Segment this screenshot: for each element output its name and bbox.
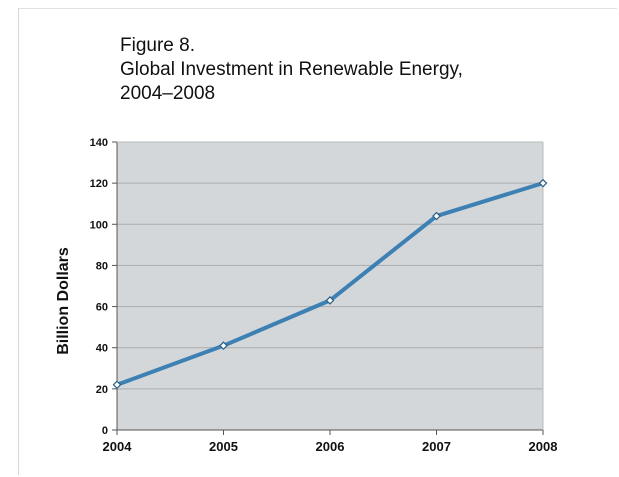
y-axis-ticks: 0 20 40 60 80 100 120 140: [90, 137, 117, 437]
chart-title: Figure 8. Global Investment in Renewable…: [120, 34, 463, 106]
x-tick-label: 2004: [103, 439, 133, 454]
y-tick-label: 140: [90, 137, 108, 149]
x-tick-label: 2006: [316, 439, 345, 454]
y-tick-label: 120: [90, 178, 108, 190]
y-tick-label: 100: [90, 219, 108, 231]
y-tick-label: 80: [96, 260, 108, 272]
figure-frame: [18, 8, 617, 475]
plot-area: [117, 142, 543, 430]
data-point: [112, 380, 122, 390]
data-point: [432, 211, 441, 221]
y-tick-label: 20: [96, 384, 108, 396]
x-axis-ticks: 2004 2005 2006 2007 2008: [103, 430, 558, 454]
y-tick-label: 40: [96, 343, 108, 355]
chart-title-line-2: 2004–2008: [120, 83, 216, 104]
x-tick-label: 2008: [529, 439, 558, 454]
y-axis-label: Billion Dollars: [55, 247, 72, 355]
y-tick-label: 0: [102, 425, 108, 437]
x-tick-label: 2005: [209, 439, 238, 454]
data-point: [538, 178, 548, 188]
chart-title-line-1: Global Investment in Renewable Energy,: [120, 59, 463, 80]
data-point: [219, 341, 228, 351]
series: [112, 178, 548, 390]
data-point: [325, 296, 335, 305]
x-tick-label: 2007: [422, 439, 451, 454]
y-tick-label: 60: [96, 302, 108, 314]
figure-label: Figure 8.: [120, 35, 195, 56]
